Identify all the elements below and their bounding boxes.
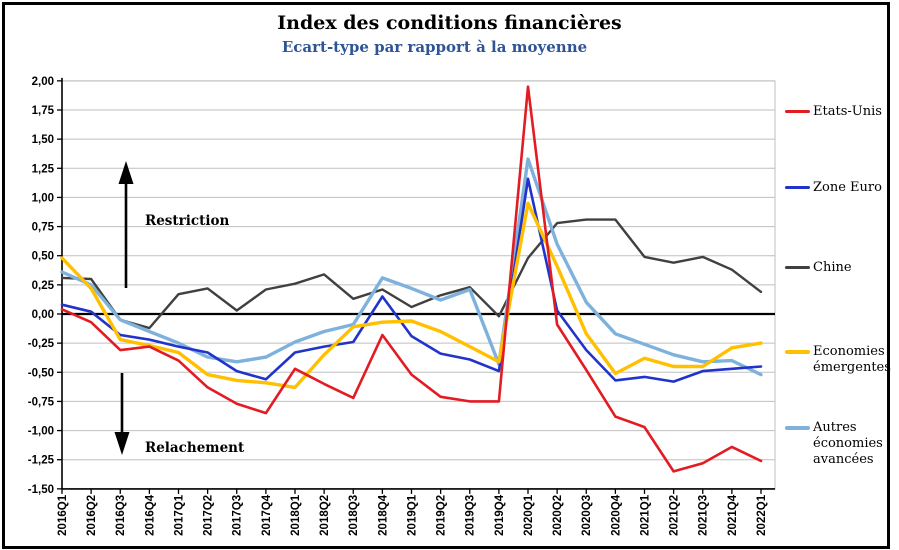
x-axis-label: 2020Q4	[610, 494, 622, 536]
x-axis-label: 2018Q4	[377, 494, 389, 536]
legend-label: Etats-Unis	[813, 104, 882, 119]
x-axis-label: 2021Q4	[727, 494, 739, 536]
legend-entry-autres-conomies-avanc-es: Autres économies avancées	[785, 420, 897, 468]
x-axis-label: 2021Q1	[640, 494, 652, 536]
y-axis-label: 1,75	[32, 105, 55, 117]
series-line-autres-conomies-avanc-es	[60, 157, 763, 377]
y-axis-label: 0,75	[32, 222, 55, 234]
x-axis-label: 2016Q2	[86, 495, 98, 536]
y-axis-label: 0,50	[32, 251, 54, 263]
legend-label: Zone Euro	[813, 180, 882, 195]
x-axis-label: 2019Q4	[494, 494, 506, 536]
y-axis-label: -0,50	[28, 367, 54, 379]
legend-label: Economies émergentes	[813, 344, 891, 375]
x-axis-label: 2018Q3	[348, 495, 360, 536]
x-axis-label: 2017Q4	[261, 494, 273, 536]
legend-entry-zone-euro: Zone Euro	[785, 180, 897, 196]
x-axis-label: 2018Q1	[290, 494, 302, 536]
legend-label: Autres économies avancées	[813, 420, 883, 467]
legend-swatch-icon	[785, 110, 810, 113]
y-axis-label: -0,75	[28, 396, 55, 408]
series-line-chine	[60, 218, 763, 330]
x-axis-label: 2021Q2	[669, 495, 681, 536]
legend-entry-etats-unis: Etats-Unis	[785, 104, 897, 120]
up-arrow-icon	[118, 161, 134, 184]
y-axis-label: 1,50	[32, 134, 54, 146]
x-axis-label: 2016Q3	[115, 495, 127, 536]
x-axis-label: 2017Q1	[174, 494, 186, 536]
legend-entry-chine: Chine	[785, 260, 897, 276]
chart-subtitle: Ecart-type par rapport à la moyenne	[281, 38, 588, 56]
relachement-label: Relachement	[145, 440, 245, 456]
y-axis-label: -1,25	[28, 455, 55, 467]
chart-title: Index des conditions financières	[277, 12, 622, 34]
x-axis-label: 2016Q1	[57, 494, 69, 536]
x-axis-label: 2021Q3	[698, 495, 710, 536]
y-axis-label: 2,00	[32, 76, 54, 88]
x-axis-label: 2018Q2	[319, 495, 331, 536]
y-axis-label: -0,25	[28, 338, 55, 350]
legend-swatch-icon	[785, 350, 810, 354]
x-axis-label: 2020Q3	[581, 495, 593, 536]
x-axis-label: 2020Q2	[552, 495, 564, 536]
y-axis-label: 1,00	[32, 192, 54, 204]
x-axis-label: 2020Q1	[523, 494, 535, 536]
down-arrow-icon	[114, 432, 130, 455]
chart-legend: Etats-Unis Zone Euro Chine Economies émergen…	[785, 0, 897, 550]
legend-swatch-icon	[785, 426, 810, 430]
x-axis-label: 2019Q2	[436, 495, 448, 536]
series-line-zone-euro	[60, 177, 763, 383]
y-axis-label: -1,50	[28, 484, 54, 496]
y-axis-label: -1,00	[28, 426, 54, 438]
x-axis-label: 2017Q3	[232, 495, 244, 536]
y-axis-label: 0,00	[32, 309, 54, 321]
x-axis-label: 2017Q2	[203, 495, 215, 536]
x-axis-label: 2019Q3	[465, 495, 477, 536]
legend-swatch-icon	[785, 186, 810, 189]
legend-entry-economies-mergentes: Economies émergentes	[785, 344, 897, 376]
series-line-etats-unis	[60, 85, 763, 473]
x-axis-label: 2022Q1	[756, 494, 768, 536]
y-axis-label: 0,25	[32, 280, 55, 292]
series-line-economies-mergentes	[60, 201, 763, 390]
y-axis-label: 1,25	[32, 163, 55, 175]
x-axis-label: 2016Q4	[144, 494, 156, 536]
x-axis-label: 2019Q1	[407, 494, 419, 536]
restriction-label: Restriction	[145, 213, 230, 229]
legend-swatch-icon	[785, 266, 810, 269]
legend-label: Chine	[813, 260, 852, 275]
